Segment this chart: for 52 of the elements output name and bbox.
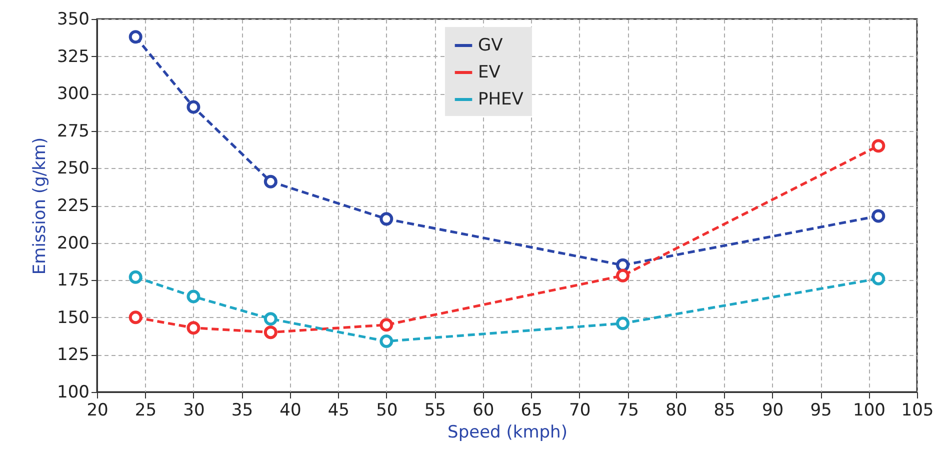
- x-tick-label: 65: [520, 400, 542, 420]
- point: [872, 272, 886, 286]
- point: [616, 316, 630, 330]
- point: [186, 290, 200, 304]
- y-tick-label: 100: [57, 382, 90, 402]
- point: [616, 258, 630, 272]
- point: [872, 209, 886, 223]
- point: [872, 139, 886, 153]
- point: [186, 321, 200, 335]
- point: [264, 174, 278, 188]
- legend-label: EV: [478, 62, 501, 82]
- point: [380, 212, 394, 226]
- y-tick-label: 125: [57, 345, 90, 366]
- x-axis-title: Speed (kmph): [448, 422, 568, 442]
- x-tick-label: 90: [762, 400, 784, 420]
- x-tick-label: 60: [472, 400, 494, 420]
- point: [128, 30, 142, 44]
- x-tick-label: 55: [424, 400, 446, 420]
- point: [264, 312, 278, 326]
- y-tick-label: 325: [57, 46, 90, 67]
- x-tick-label: 80: [666, 400, 688, 420]
- x-tick-label: 85: [714, 400, 736, 420]
- y-tick-label: 150: [57, 308, 90, 328]
- y-tick-label: 200: [57, 233, 90, 254]
- x-tick-label: 100: [853, 400, 886, 420]
- x-tick-label: 70: [569, 400, 591, 420]
- x-tick-label: 40: [280, 400, 302, 420]
- point: [264, 326, 278, 340]
- x-tick-label: 35: [231, 400, 254, 420]
- legend-label: GV: [478, 36, 504, 56]
- x-tick-label: 50: [376, 400, 398, 420]
- legend-label: PHEV: [478, 90, 524, 110]
- x-tick-label: 95: [810, 400, 832, 420]
- x-tick-label: 25: [134, 400, 157, 420]
- point: [128, 270, 142, 284]
- y-axis-title: Emission (g/km): [30, 137, 50, 275]
- y-tick-label: 300: [57, 84, 90, 104]
- x-tick-label: 45: [328, 400, 350, 420]
- y-tick-label: 250: [57, 158, 90, 179]
- x-tick-label: 105: [901, 400, 934, 420]
- y-tick-label: 225: [57, 196, 90, 216]
- point: [616, 268, 630, 282]
- x-tick-label: 30: [183, 400, 205, 420]
- point: [380, 334, 394, 348]
- point: [186, 100, 200, 114]
- x-tick-label: 20: [86, 400, 108, 420]
- point: [380, 318, 394, 332]
- y-tick-label: 275: [57, 121, 90, 142]
- point: [128, 310, 142, 324]
- x-tick-label: 75: [617, 400, 639, 420]
- y-tick-label: 350: [57, 10, 90, 30]
- y-tick-label: 175: [57, 270, 90, 291]
